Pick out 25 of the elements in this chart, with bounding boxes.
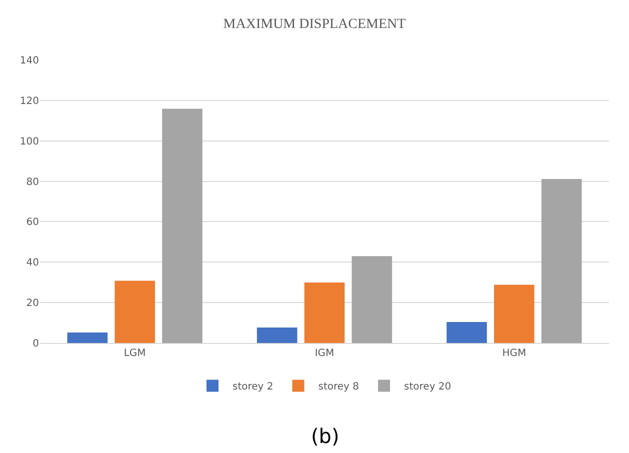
legend-label: storey 2 [232,382,274,393]
bar [256,327,298,343]
y-tick-label: 0 [32,338,39,350]
bar [352,256,392,343]
bar [541,179,582,343]
x-tick-label: IGM [314,348,334,359]
y-tick-label: 140 [20,56,39,66]
legend-label: storey 20 [404,382,452,393]
text: (b) [311,424,340,448]
bar [304,282,345,343]
legend-label: storey 8 [318,382,360,393]
x-tick-label: LGM [124,348,146,359]
y-tick-label: 100 [20,136,39,148]
bar [446,322,487,343]
y-tick-label: 40 [26,258,39,269]
y-tick-label: 20 [26,298,39,310]
bar [114,280,155,343]
y-tick-label: 120 [20,96,39,107]
bar [494,284,534,343]
x-tick-label: HGM [502,348,526,359]
chart-title: MAXIMUM DISPLACEMENT [223,16,406,32]
bar [162,108,202,343]
y-tick-label: 60 [26,217,39,228]
y-tick-label: 80 [26,176,39,188]
bar [67,332,108,343]
